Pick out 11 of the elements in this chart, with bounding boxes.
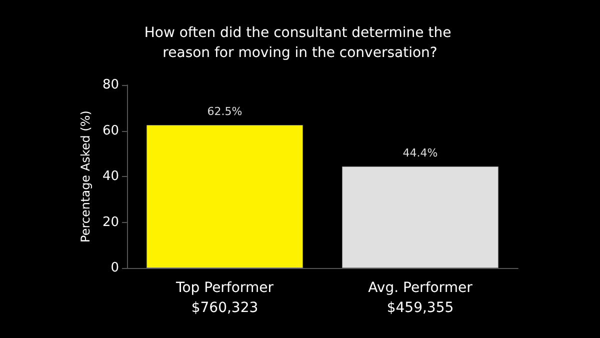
y-tick-label: 60: [102, 123, 119, 138]
x-tick-label: Avg. Performer $459,355: [368, 280, 473, 316]
x-tick-label: Top Performer $760,323: [175, 280, 274, 316]
y-tick-label: 40: [102, 169, 119, 184]
chart-title: How often did the consultant determine the reason for moving in the conversation?: [144, 25, 456, 61]
y-tick-label: 0: [110, 260, 119, 276]
y-tick-label: 20: [102, 214, 119, 230]
y-tick-label: 80: [102, 78, 119, 92]
data-label: 62.5%: [207, 105, 242, 118]
y-axis-title: Percentage Asked (%): [78, 110, 93, 242]
data-label: 44.4%: [402, 146, 438, 160]
